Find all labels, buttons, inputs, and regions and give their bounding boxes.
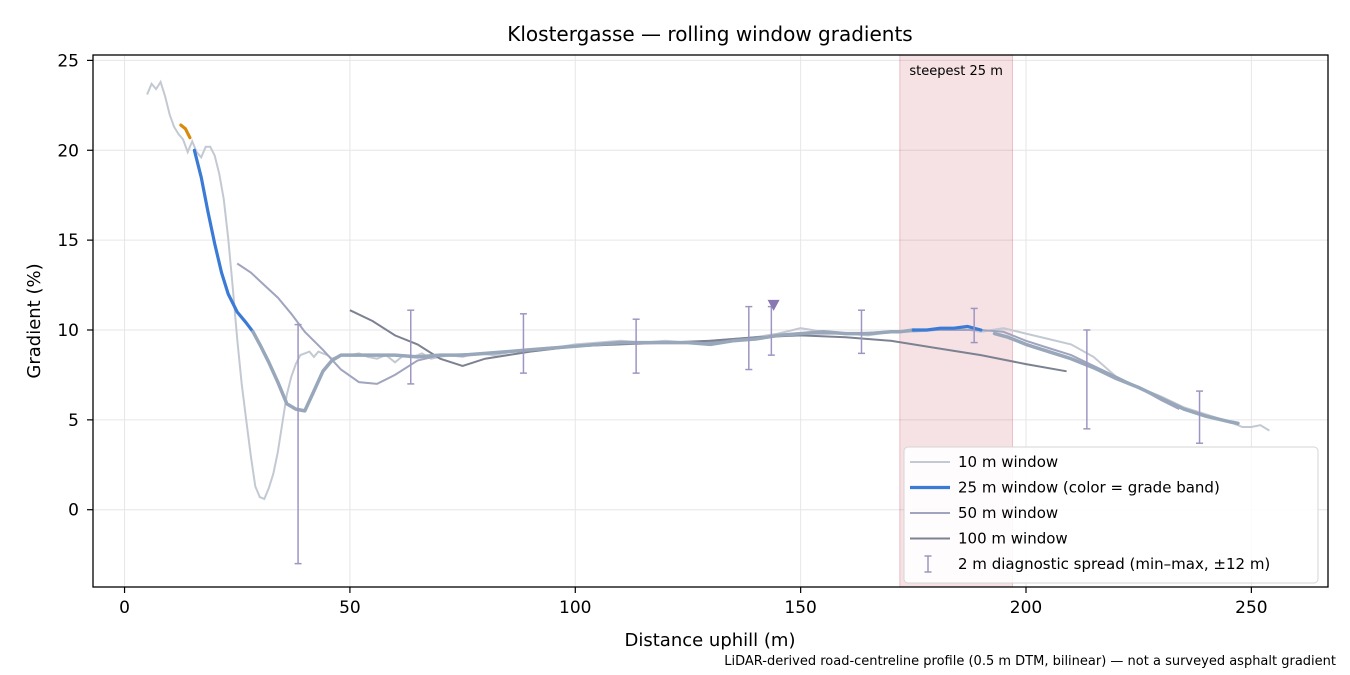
series-25m-segment bbox=[179, 123, 192, 140]
legend-box bbox=[903, 446, 1319, 584]
y-axis-label: Gradient (%) bbox=[24, 263, 45, 378]
x-tick-label: 0 bbox=[119, 598, 130, 618]
legend: 10 m window 25 m window (color = grade ba… bbox=[903, 446, 1319, 584]
y-tick-label: 5 bbox=[68, 411, 79, 431]
y-tick-label: 0 bbox=[68, 501, 79, 521]
x-tick-label: 200 bbox=[1010, 598, 1042, 618]
series-25m-segment bbox=[251, 328, 916, 413]
x-tick-label: 50 bbox=[339, 598, 361, 618]
y-tick-label: 20 bbox=[57, 141, 79, 161]
x-axis-label: Distance uphill (m) bbox=[625, 630, 796, 651]
axes: 0 50 100 150 200 250 0 5 10 15 20 25 bbox=[57, 51, 1329, 618]
grid-lines bbox=[93, 55, 1328, 587]
y-tick-label: 15 bbox=[57, 231, 79, 251]
peak-marker bbox=[767, 299, 780, 311]
plot-series bbox=[146, 79, 1270, 565]
x-tick-label: 100 bbox=[559, 598, 591, 618]
series-10m-line bbox=[146, 79, 1270, 501]
series-25m-segment bbox=[911, 324, 983, 332]
legend-50m-label: 50 m window bbox=[958, 504, 1058, 522]
legend-100m-label: 100 m window bbox=[958, 530, 1068, 548]
legend-25m-label: 25 m window (color = grade band) bbox=[958, 479, 1220, 497]
x-tick-label: 150 bbox=[784, 598, 816, 618]
series-25m-segment bbox=[992, 331, 1240, 426]
plot-frame bbox=[92, 54, 1329, 588]
y-tick-label: 10 bbox=[57, 321, 79, 341]
y-tick-label: 25 bbox=[57, 51, 79, 71]
steepest-band-label: steepest 25 m bbox=[909, 64, 1002, 79]
legend-errorbar-label: 2 m diagnostic spread (min–max, ±12 m) bbox=[958, 555, 1270, 573]
legend-10m-label: 10 m window bbox=[958, 453, 1058, 471]
x-tick-label: 250 bbox=[1235, 598, 1267, 618]
footnote: LiDAR-derived road-centreline profile (0… bbox=[724, 654, 1336, 669]
series-25m-segment bbox=[192, 148, 255, 334]
chart-title: Klostergasse — rolling window gradients bbox=[507, 22, 912, 46]
